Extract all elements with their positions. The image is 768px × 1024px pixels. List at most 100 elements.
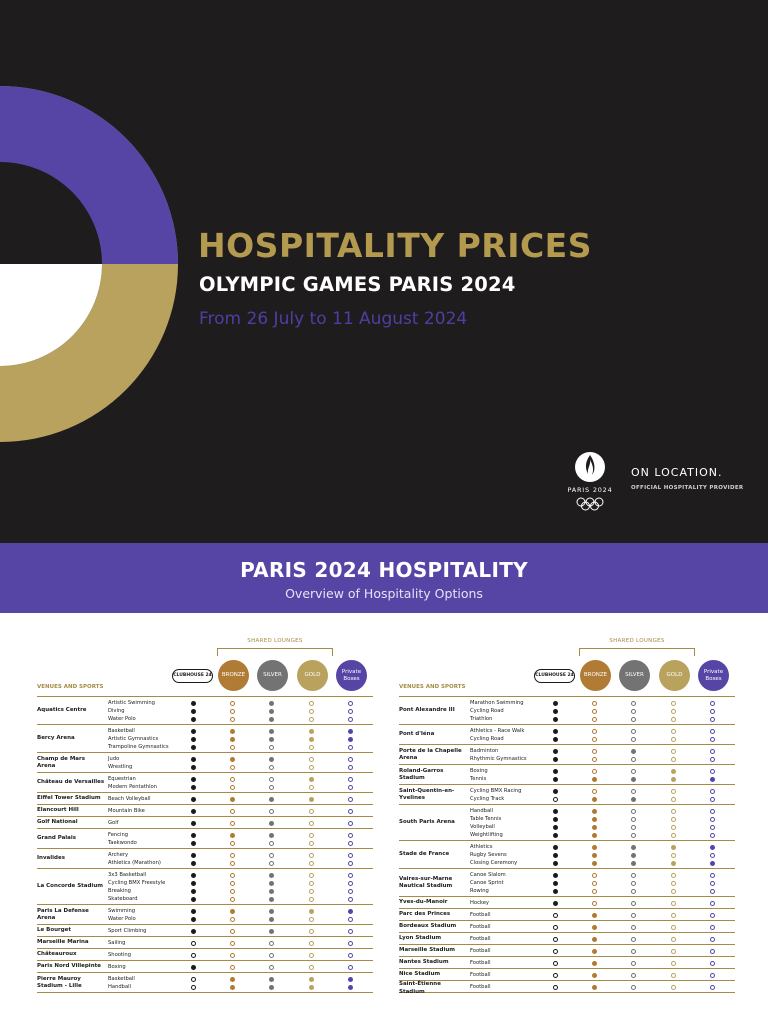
bronze-availability-dot	[230, 700, 235, 706]
silver-availability-dot	[269, 756, 274, 762]
venue-name: Saint-Étienne Stadium	[399, 981, 441, 995]
sport-line: Football	[399, 923, 735, 931]
clubhouse-availability-dot	[553, 972, 558, 978]
silver-availability-dot	[631, 816, 636, 822]
table-row: Vaires-sur-Marne Nautical Stadium Canoe S…	[399, 869, 735, 897]
clubhouse-availability-dot	[553, 708, 558, 714]
silver-availability-dot	[269, 744, 274, 750]
bronze-availability-dot	[592, 912, 597, 918]
gold-availability-dot	[671, 888, 676, 894]
gold-availability-dot	[309, 896, 314, 902]
sport-line: Basketball	[37, 975, 373, 983]
clubhouse-availability-dot	[553, 824, 558, 830]
clubhouse-availability-dot	[191, 776, 196, 782]
sport-name: 3x3 Basketball	[108, 872, 147, 878]
clubhouse-availability-dot	[191, 860, 196, 866]
sport-name: Diving	[108, 708, 125, 714]
clubhouse-availability-dot	[553, 880, 558, 886]
table-row: Lyon Stadium Football	[399, 933, 735, 945]
table-row: Pont d'Iéna Athletics - Race Walk Cycling …	[399, 725, 735, 745]
silver-availability-dot	[269, 908, 274, 914]
silver-column-label: SILVER	[257, 660, 288, 691]
sport-line: Fencing	[37, 831, 373, 839]
silver-availability-dot	[631, 736, 636, 742]
table-row: Marseille Stadium Football	[399, 945, 735, 957]
clubhouse-availability-dot	[191, 928, 196, 934]
clubhouse-availability-dot	[191, 808, 196, 814]
gold-availability-dot	[671, 748, 676, 754]
gold-availability-dot	[671, 832, 676, 838]
sport-name: Marathon Swimming	[470, 700, 524, 706]
private-boxes-availability-dot	[348, 820, 353, 826]
clubhouse-availability-dot	[191, 840, 196, 846]
private-boxes-column-label: Private Boxes	[336, 660, 367, 691]
clubhouse-availability-dot	[191, 964, 196, 970]
gold-availability-dot	[309, 916, 314, 922]
bronze-availability-dot	[592, 756, 597, 762]
clubhouse-availability-dot	[553, 796, 558, 802]
sport-name: Tennis	[470, 776, 487, 782]
sport-name: Archery	[108, 852, 129, 858]
section-subtitle: Overview of Hospitality Options	[285, 586, 483, 601]
sport-line: Athletics	[399, 843, 735, 851]
bronze-availability-dot	[592, 728, 597, 734]
sport-name: Basketball	[108, 976, 135, 982]
bronze-availability-dot	[592, 872, 597, 878]
venue-name: Lyon Stadium	[399, 935, 442, 941]
silver-availability-dot	[631, 728, 636, 734]
silver-availability-dot	[631, 748, 636, 754]
silver-availability-dot	[631, 924, 636, 930]
shared-lounges-label: SHARED LOUNGES	[247, 638, 303, 644]
sport-name: Athletics (Marathon)	[108, 860, 161, 866]
paris-2024-ring-graphic	[0, 86, 178, 442]
gold-availability-dot	[309, 832, 314, 838]
venue-name: Bercy Arena	[37, 735, 75, 741]
silver-availability-dot	[631, 984, 636, 990]
bronze-availability-dot	[592, 736, 597, 742]
sport-name: Artistic Gymnastics	[108, 736, 159, 742]
sport-line: Water Polo	[37, 715, 373, 723]
venue-name: Nantes Stadium	[399, 959, 449, 965]
sport-name: Water Polo	[108, 916, 136, 922]
sport-line: Football	[399, 971, 735, 979]
silver-availability-dot	[631, 768, 636, 774]
gold-availability-dot	[671, 880, 676, 886]
shared-lounges-label: SHARED LOUNGES	[609, 638, 665, 644]
gold-availability-dot	[671, 716, 676, 722]
sport-line: Hockey	[399, 899, 735, 907]
sport-name: Taekwondo	[108, 840, 137, 846]
sport-line: Football	[399, 959, 735, 967]
private-boxes-availability-dot	[710, 948, 715, 954]
bronze-availability-dot	[592, 852, 597, 858]
shared-lounges-header: SHARED LOUNGES	[215, 638, 335, 662]
sport-line: Shooting	[37, 951, 373, 959]
sport-name: Weightlifting	[470, 832, 503, 838]
silver-availability-dot	[631, 936, 636, 942]
gold-availability-dot	[309, 728, 314, 734]
shared-lounges-header: SHARED LOUNGES	[577, 638, 697, 662]
private-boxes-availability-dot	[348, 784, 353, 790]
venue-name: Bordeaux Stadium	[399, 923, 457, 929]
venues-and-sports-label: VENUES AND SPORTS	[37, 684, 104, 690]
clubhouse-availability-dot	[553, 948, 558, 954]
venue-name: Château de Versailles	[37, 779, 105, 785]
bronze-availability-dot	[592, 936, 597, 942]
bronze-availability-dot	[592, 776, 597, 782]
bronze-availability-dot	[230, 860, 235, 866]
clubhouse-column-label: CLUBHOUSE 24	[534, 669, 575, 683]
sport-line: Handball	[37, 983, 373, 991]
bronze-availability-dot	[592, 832, 597, 838]
private-boxes-availability-dot	[710, 960, 715, 966]
private-boxes-availability-dot	[348, 796, 353, 802]
gold-availability-dot	[671, 700, 676, 706]
silver-availability-dot	[631, 700, 636, 706]
table-row: La Concorde Stadium 3x3 Basketball Cycling…	[37, 869, 373, 905]
venue-name: Pierre Mauroy Stadium - Lille	[37, 975, 82, 990]
silver-availability-dot	[631, 716, 636, 722]
silver-availability-dot	[269, 716, 274, 722]
private-boxes-availability-dot	[710, 912, 715, 918]
private-boxes-availability-dot	[710, 748, 715, 754]
column-header: VENUES AND SPORTS CLUBHOUSE 24 BRONZE SI…	[37, 660, 373, 696]
venue-name: Aquatics Centre	[37, 707, 87, 713]
private-boxes-availability-dot	[710, 716, 715, 722]
